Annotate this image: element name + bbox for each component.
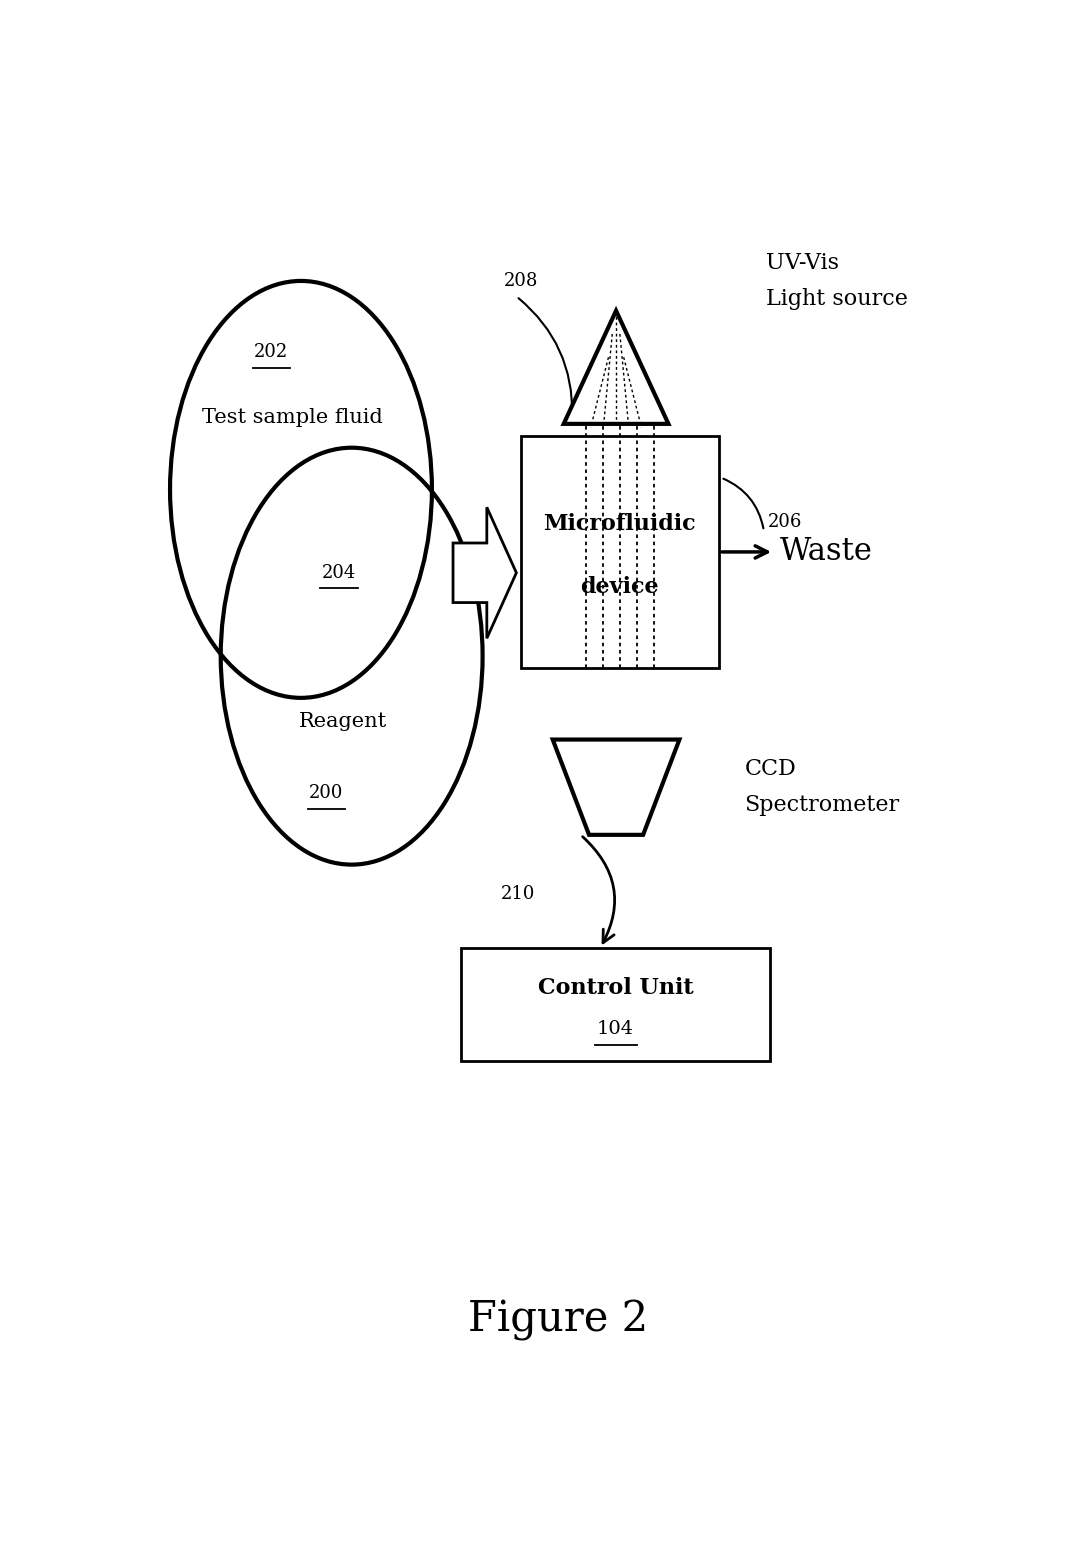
Text: Test sample fluid: Test sample fluid xyxy=(202,408,383,427)
Text: Waste: Waste xyxy=(780,537,873,568)
Polygon shape xyxy=(453,507,517,639)
Text: device: device xyxy=(581,575,659,597)
Text: Control Unit: Control Unit xyxy=(537,976,693,999)
Polygon shape xyxy=(564,311,668,424)
Text: 104: 104 xyxy=(597,1021,634,1038)
Bar xyxy=(521,436,719,668)
Text: 210: 210 xyxy=(501,885,535,903)
Text: 206: 206 xyxy=(768,512,802,531)
Bar xyxy=(461,948,770,1061)
Text: Microfluidic: Microfluidic xyxy=(544,514,697,535)
Text: Figure 2: Figure 2 xyxy=(469,1298,649,1341)
Text: 202: 202 xyxy=(254,343,289,362)
Text: Reagent: Reagent xyxy=(299,712,387,732)
Text: 208: 208 xyxy=(504,272,538,289)
Text: UV-Vis: UV-Vis xyxy=(765,252,838,274)
Text: CCD: CCD xyxy=(744,758,796,780)
Text: Spectrometer: Spectrometer xyxy=(744,794,899,817)
Text: 200: 200 xyxy=(310,784,343,803)
Text: 204: 204 xyxy=(322,563,356,582)
Text: Light source: Light source xyxy=(765,288,908,309)
Polygon shape xyxy=(553,739,679,835)
